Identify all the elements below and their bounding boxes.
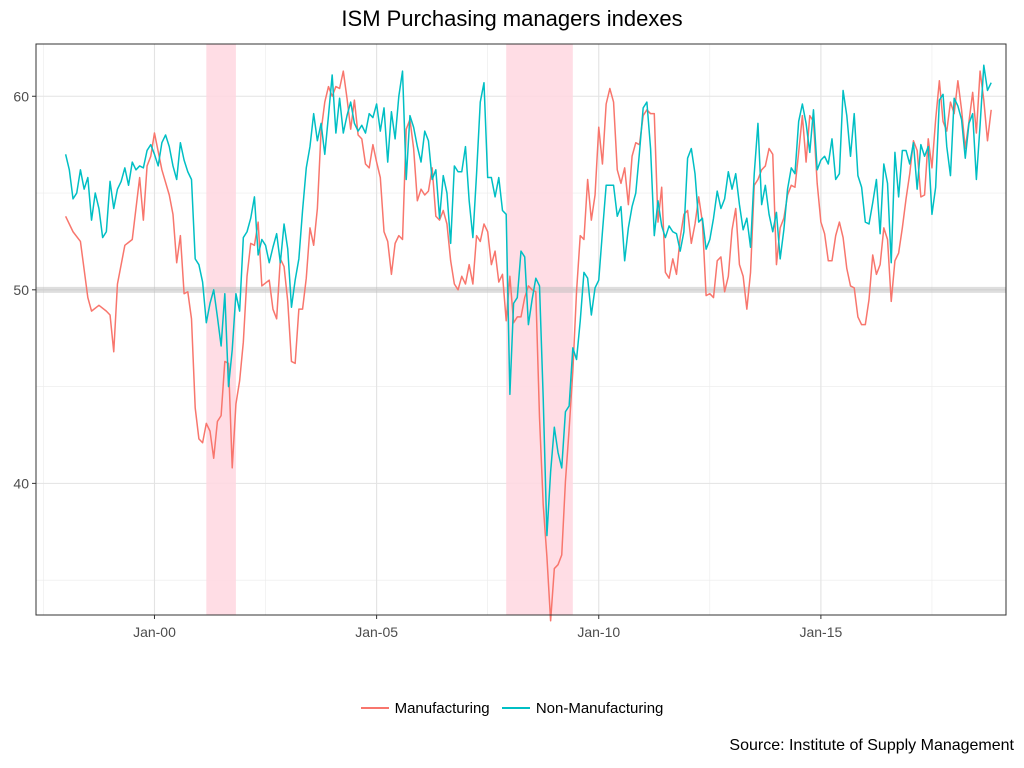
legend-key-non-manufacturing xyxy=(501,707,530,709)
recession-shading xyxy=(206,44,573,615)
axis-ticks: 40 50 60 Jan-00 Jan-05 Jan-10 Jan-15 xyxy=(13,88,842,640)
legend: Manufacturing Non-Manufacturing xyxy=(0,696,1024,717)
source-caption: Source: Institute of Supply Management xyxy=(729,737,1014,754)
legend-item-non-manufacturing: Non-Manufacturing xyxy=(501,699,664,717)
recession-band xyxy=(506,44,573,615)
legend-label-non-manufacturing: Non-Manufacturing xyxy=(535,699,664,717)
y-tick-label: 60 xyxy=(13,88,29,104)
legend-key-manufacturing xyxy=(360,707,389,709)
legend-item-manufacturing: Manufacturing xyxy=(360,699,490,717)
series-line-non-manufacturing xyxy=(64,64,992,537)
x-tick-label: Jan-15 xyxy=(799,624,842,640)
x-tick-label: Jan-10 xyxy=(577,624,620,640)
x-tick-label: Jan-05 xyxy=(355,624,398,640)
chart-title: ISM Purchasing managers indexes xyxy=(341,6,683,31)
series-line-manufacturing xyxy=(64,70,992,622)
plot-panel-border xyxy=(35,43,1007,616)
x-tick-label: Jan-00 xyxy=(133,624,176,640)
y-tick-label: 40 xyxy=(13,475,29,491)
y-tick-label: 50 xyxy=(13,282,29,298)
recession-band xyxy=(206,44,236,615)
series-lines xyxy=(64,64,992,622)
legend-label-manufacturing: Manufacturing xyxy=(394,699,490,717)
